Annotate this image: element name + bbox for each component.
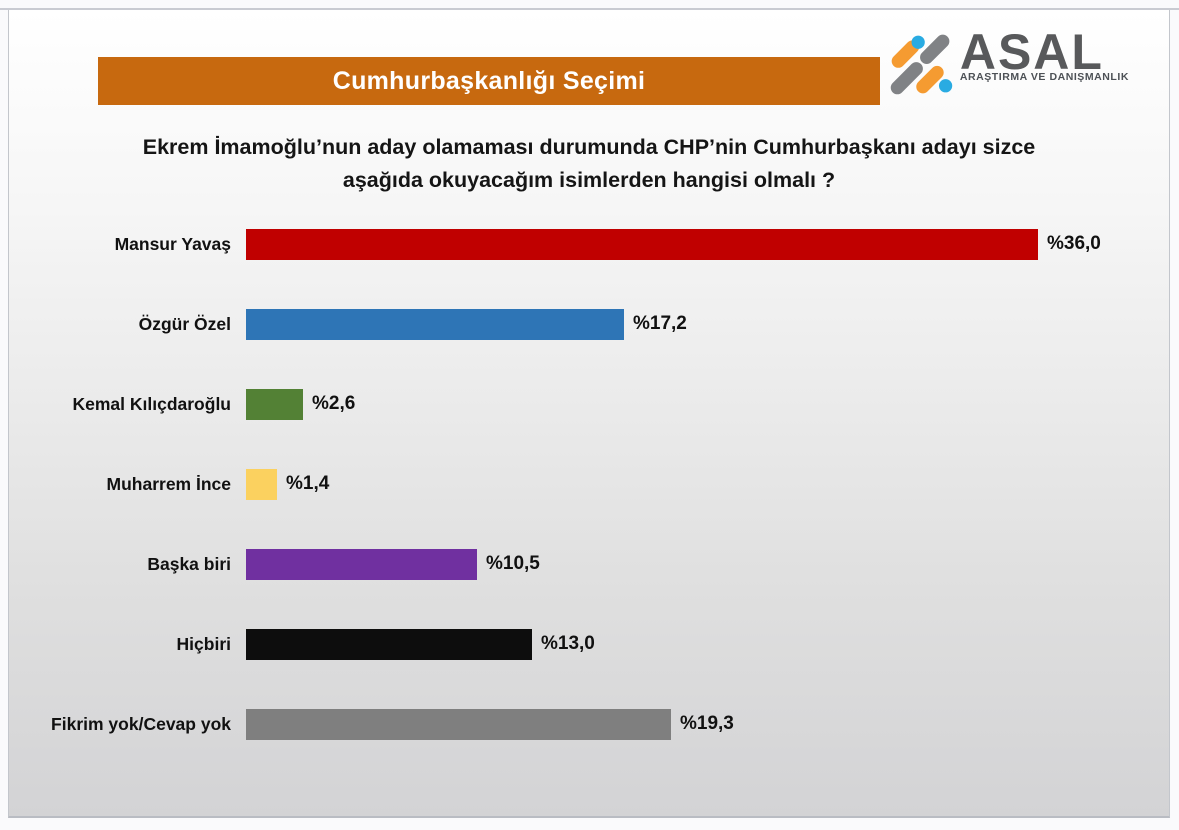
question-line-1: Ekrem İmamoğlu’nun aday olamaması durumu… — [142, 135, 1036, 159]
category-label: Özgür Özel — [138, 313, 231, 334]
question-text: Ekrem İmamoğlu’nun aday olamaması durumu… — [9, 131, 1169, 197]
logo-subtitle: ARAŞTIRMA VE DANIŞMANLIK — [959, 71, 1129, 83]
bar — [246, 468, 277, 500]
bar — [246, 388, 303, 420]
value-label: %17,2 — [633, 313, 687, 334]
chart-row: Başka biri %10,5 — [9, 524, 1169, 604]
value-label: %13,0 — [541, 633, 595, 654]
page-top-rule — [0, 8, 1179, 10]
bar — [246, 708, 671, 740]
chart-row: Mansur Yavaş %36,0 — [9, 204, 1169, 284]
category-label: Hiçbiri — [176, 633, 231, 654]
bar — [246, 308, 624, 340]
chart-row: Özgür Özel %17,2 — [9, 284, 1169, 364]
value-label: %10,5 — [486, 553, 540, 574]
chart-row: Fikrim yok/Cevap yok %19,3 — [9, 684, 1169, 764]
chart-row: Muharrem İnce %1,4 — [9, 444, 1169, 524]
category-label: Başka biri — [147, 553, 231, 574]
logo-name: ASAL — [959, 24, 1104, 80]
category-label: Fikrim yok/Cevap yok — [51, 713, 231, 734]
slide: Cumhurbaşkanlığı Seçimi ASAL ARAŞTIRMA V… — [8, 10, 1170, 818]
bar — [246, 228, 1038, 260]
chart-row: Hiçbiri %13,0 — [9, 604, 1169, 684]
value-label: %19,3 — [680, 713, 734, 734]
value-label: %36,0 — [1047, 233, 1101, 254]
category-label: Kemal Kılıçdaroğlu — [72, 393, 231, 414]
asal-logo-icon — [886, 32, 956, 101]
value-label: %1,4 — [286, 473, 330, 494]
bar — [246, 628, 532, 660]
asal-logo: ASAL ARAŞTIRMA VE DANIŞMANLIK — [886, 24, 1129, 101]
question-line-2: aşağıda okuyacağım isimlerden hangisi ol… — [342, 168, 836, 192]
bar-chart: Mansur Yavaş %36,0 Özgür Özel %17,2 Kemal Kı… — [9, 204, 1169, 764]
slide-title: Cumhurbaşkanlığı Seçimi — [332, 66, 646, 95]
category-label: Muharrem İnce — [106, 473, 231, 494]
bar — [246, 548, 477, 580]
value-label: %2,6 — [312, 393, 356, 414]
title-bar: Cumhurbaşkanlığı Seçimi — [98, 57, 880, 105]
asal-logo-text: ASAL ARAŞTIRMA VE DANIŞMANLIK — [959, 24, 1129, 83]
category-label: Mansur Yavaş — [114, 233, 231, 254]
chart-row: Kemal Kılıçdaroğlu %2,6 — [9, 364, 1169, 444]
